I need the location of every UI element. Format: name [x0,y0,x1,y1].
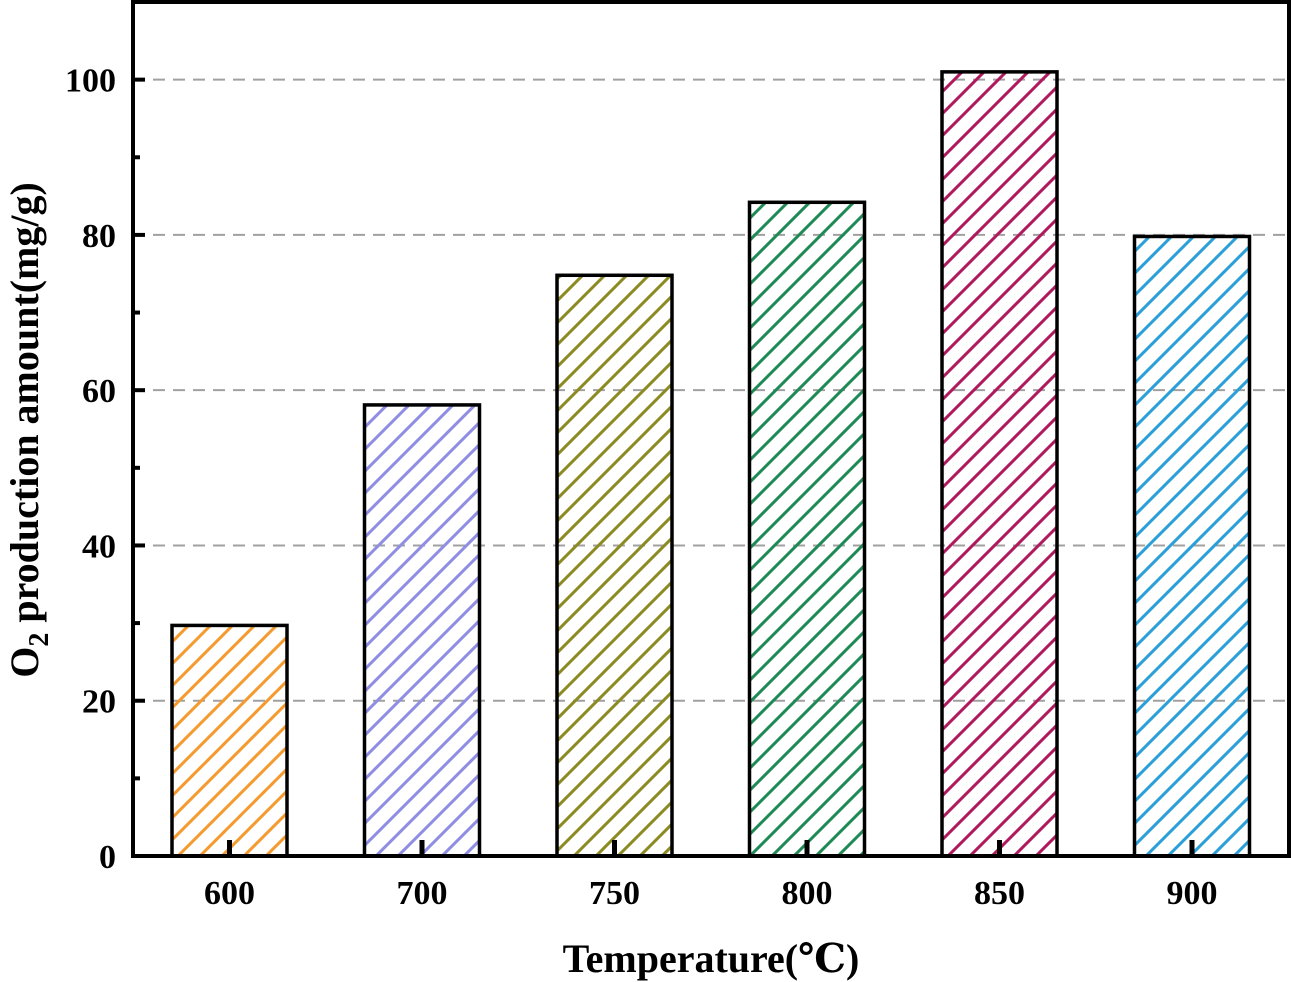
bar-800 [747,200,867,858]
gridlines [133,78,1289,702]
bar-900 [1132,234,1252,858]
x-axis-ticks: 600 700 750 800 850 900 [204,840,1218,912]
x-tick-label: 600 [204,875,255,912]
y-tick-label: 100 [65,63,116,100]
y-tick-label: 60 [82,373,116,410]
axes-group [131,0,1291,858]
y-tick-label: 80 [82,218,116,255]
bar-600 [170,623,289,858]
y-tick-label: 0 [99,839,116,876]
x-tick-label: 850 [974,875,1025,912]
bar-700 [362,403,482,858]
bar-750 [555,273,674,858]
y-axis-title-main: O [2,647,47,678]
y-axis-title: O2 production amount(mg/g) [2,182,55,678]
x-tick-label: 700 [397,875,448,912]
plot-frame [131,0,1291,858]
y-axis-title-subscript: 2 [24,633,55,647]
y-tick-label: 20 [82,684,116,721]
bar-850 [940,70,1059,858]
bars-group [170,70,1252,858]
y-tick-label: 40 [82,528,116,565]
x-tick-label: 800 [782,875,833,912]
y-axis-title-rest: production amount(mg/g) [2,182,47,632]
x-tick-label: 900 [1167,875,1218,912]
x-axis-title: Temperature(℃) [563,936,860,981]
x-tick-label: 750 [589,875,640,912]
y-axis-ticks: 0 20 40 60 80 100 [65,0,145,876]
